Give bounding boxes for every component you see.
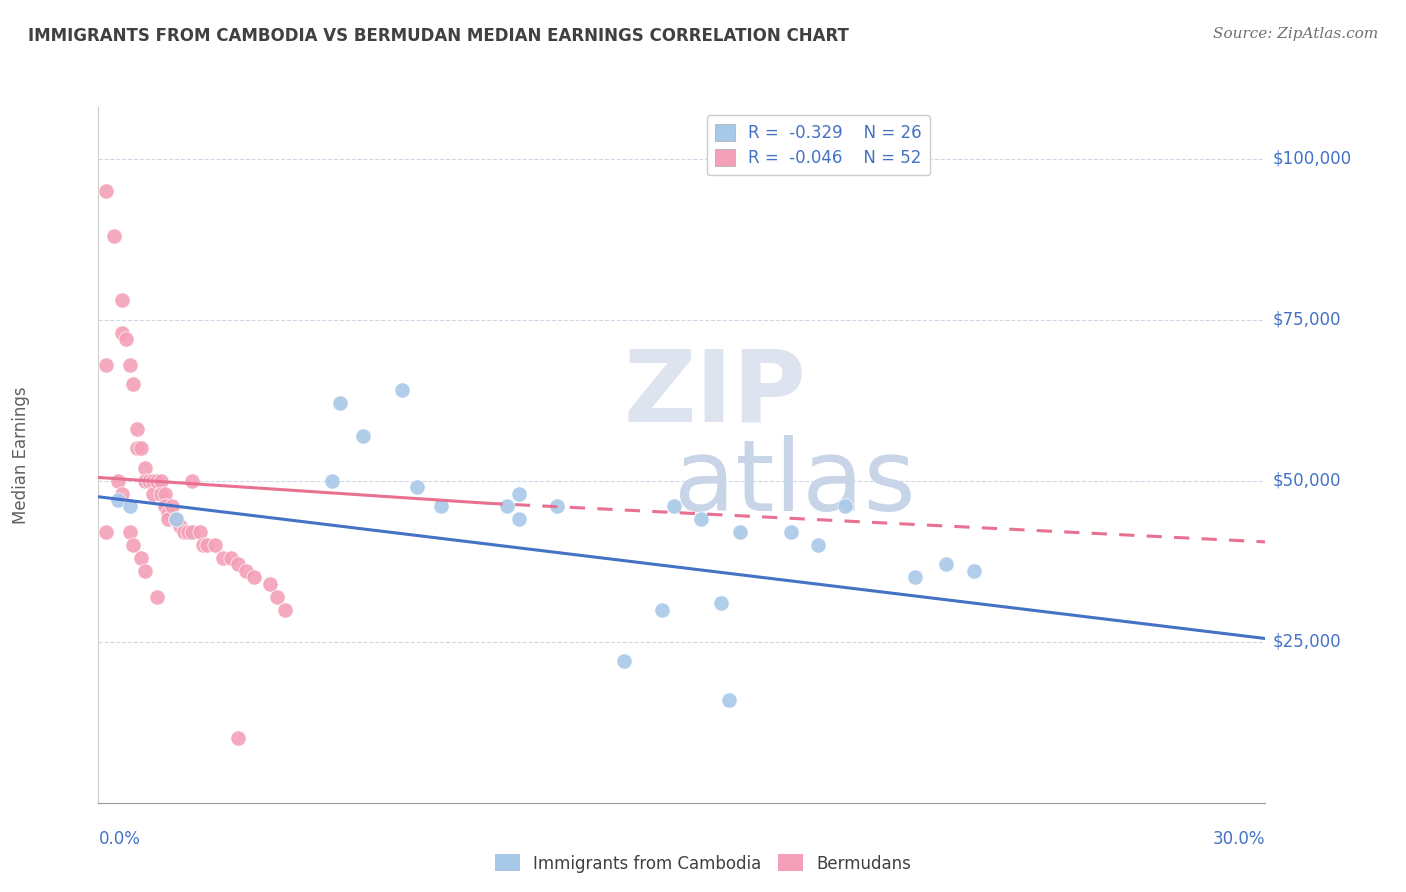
Point — [96, 184, 118, 198]
Point — [122, 538, 145, 552]
Point — [834, 500, 856, 514]
Point — [162, 500, 184, 514]
Point — [962, 564, 984, 578]
Point — [153, 500, 176, 514]
Point — [134, 460, 156, 475]
Point — [204, 538, 226, 552]
Point — [142, 486, 165, 500]
Point — [266, 590, 288, 604]
Point — [173, 525, 195, 540]
Point — [129, 551, 152, 566]
Point — [111, 326, 134, 340]
Point — [114, 332, 136, 346]
Point — [142, 474, 165, 488]
Point — [321, 474, 343, 488]
Point — [690, 512, 713, 526]
Point — [177, 525, 200, 540]
Point — [651, 602, 673, 616]
Point — [107, 474, 129, 488]
Point — [195, 538, 218, 552]
Point — [127, 442, 149, 456]
Point — [127, 422, 149, 436]
Point — [546, 500, 568, 514]
Point — [235, 564, 257, 578]
Point — [779, 525, 801, 540]
Text: $100,000: $100,000 — [1272, 150, 1351, 168]
Point — [118, 358, 141, 372]
Point — [169, 518, 191, 533]
Point — [352, 428, 374, 442]
Point — [391, 384, 413, 398]
Legend: Immigrants from Cambodia, Bermudans: Immigrants from Cambodia, Bermudans — [488, 847, 918, 880]
Point — [274, 602, 297, 616]
Text: ZIP: ZIP — [623, 345, 807, 442]
Point — [612, 654, 634, 668]
Point — [118, 525, 141, 540]
Point — [103, 228, 125, 243]
Text: $75,000: $75,000 — [1272, 310, 1341, 328]
Point — [146, 474, 169, 488]
Point — [228, 558, 250, 572]
Point — [157, 512, 180, 526]
Text: atlas: atlas — [673, 435, 915, 533]
Point — [96, 358, 118, 372]
Point — [165, 512, 187, 526]
Point — [153, 500, 176, 514]
Text: IMMIGRANTS FROM CAMBODIA VS BERMUDAN MEDIAN EARNINGS CORRELATION CHART: IMMIGRANTS FROM CAMBODIA VS BERMUDAN MED… — [28, 27, 849, 45]
Point — [138, 474, 160, 488]
Point — [149, 486, 172, 500]
Point — [188, 525, 211, 540]
Point — [165, 512, 187, 526]
Point — [180, 525, 202, 540]
Point — [107, 493, 129, 508]
Point — [228, 731, 250, 746]
Point — [329, 396, 352, 410]
Point — [243, 570, 266, 584]
Point — [122, 377, 145, 392]
Text: Source: ZipAtlas.com: Source: ZipAtlas.com — [1212, 27, 1378, 41]
Point — [508, 512, 530, 526]
Point — [129, 442, 152, 456]
Point — [219, 551, 242, 566]
Point — [134, 564, 156, 578]
Text: $50,000: $50,000 — [1272, 472, 1341, 490]
Point — [259, 576, 281, 591]
Point — [429, 500, 451, 514]
Point — [134, 474, 156, 488]
Text: Median Earnings: Median Earnings — [13, 386, 30, 524]
Text: 0.0%: 0.0% — [98, 830, 141, 847]
Point — [717, 692, 740, 706]
Point — [146, 590, 169, 604]
Point — [96, 525, 118, 540]
Point — [508, 486, 530, 500]
Point — [118, 500, 141, 514]
Point — [111, 293, 134, 308]
Point — [495, 500, 517, 514]
Text: 30.0%: 30.0% — [1213, 830, 1265, 847]
Point — [710, 596, 733, 610]
Point — [807, 538, 830, 552]
Point — [157, 506, 180, 520]
Point — [111, 486, 134, 500]
Point — [662, 500, 685, 514]
Point — [212, 551, 235, 566]
Point — [180, 474, 202, 488]
Point — [935, 558, 957, 572]
Point — [406, 480, 429, 494]
Point — [149, 474, 172, 488]
Point — [730, 525, 752, 540]
Text: $25,000: $25,000 — [1272, 632, 1341, 651]
Point — [193, 538, 215, 552]
Point — [153, 486, 176, 500]
Point — [904, 570, 927, 584]
Legend: R =  -0.329    N = 26, R =  -0.046    N = 52: R = -0.329 N = 26, R = -0.046 N = 52 — [707, 115, 931, 175]
